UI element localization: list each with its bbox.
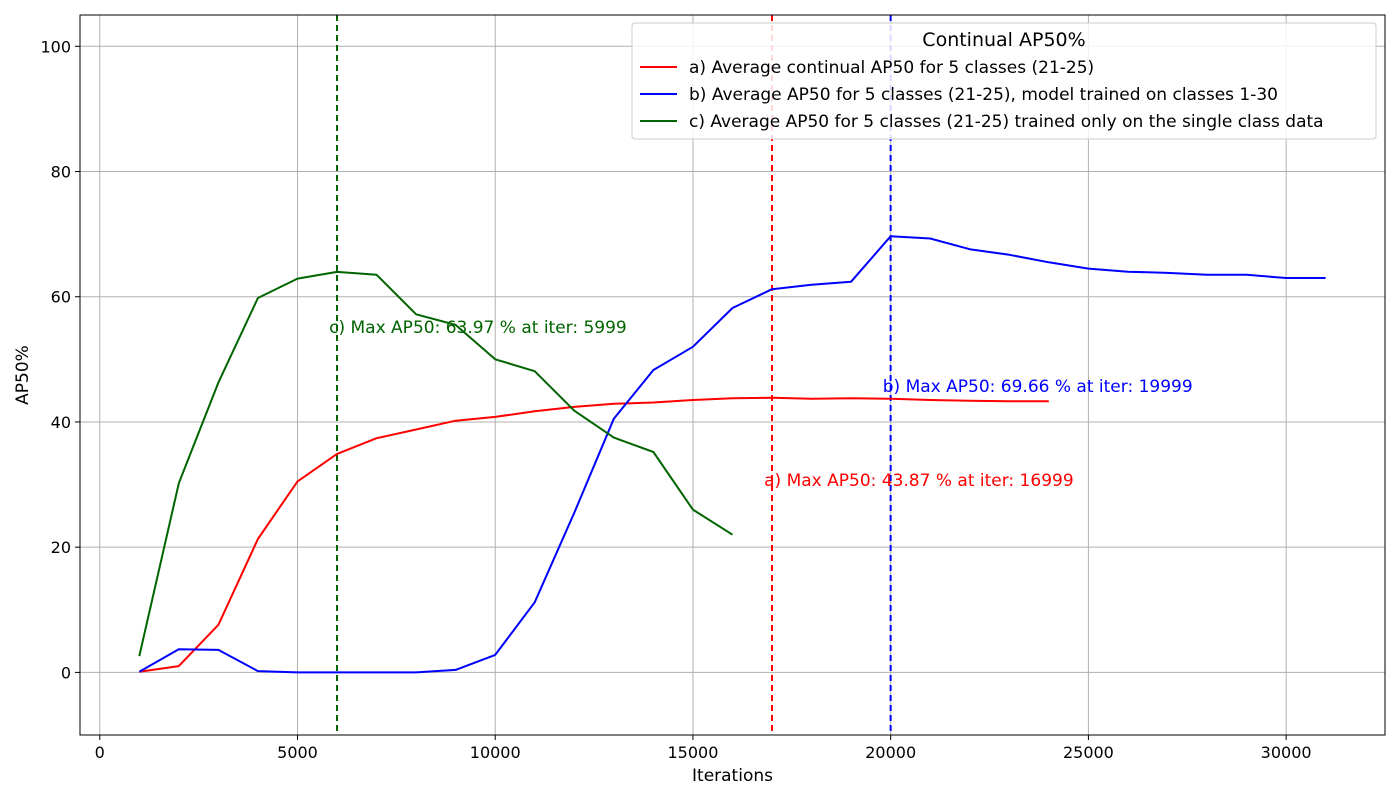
- x-tick-label: 30000: [1261, 743, 1312, 762]
- legend-entry-label: b) Average AP50 for 5 classes (21-25), m…: [689, 85, 1278, 105]
- legend-title: Continual AP50%: [922, 29, 1085, 51]
- series-line-a: [139, 396, 1049, 673]
- x-tick-label: 5000: [277, 743, 318, 762]
- legend-items: a) Average continual AP50 for 5 classes …: [640, 58, 1324, 132]
- max-annotation: c) Max AP50: 63.97 % at iter: 5999: [329, 318, 627, 338]
- x-tick-label: 15000: [668, 743, 719, 762]
- x-tick-label: 0: [95, 743, 105, 762]
- x-tick-label: 10000: [470, 743, 521, 762]
- legend: Continual AP50% a) Average continual AP5…: [631, 22, 1377, 140]
- x-axis-label: Iterations: [692, 766, 773, 786]
- legend-entry-label: c) Average AP50 for 5 classes (21-25) tr…: [689, 112, 1324, 132]
- y-tick-label: 80: [51, 163, 71, 182]
- y-axis-label: AP50%: [13, 345, 33, 405]
- legend-box: [631, 22, 1377, 140]
- series-line-c: [138, 270, 734, 657]
- max-annotation: b) Max AP50: 69.66 % at iter: 19999: [883, 377, 1193, 397]
- y-axis-ticks: 0 20 40 60 80 100: [40, 37, 80, 682]
- y-tick-label: 100: [40, 37, 71, 56]
- annotations: c) Max AP50: 63.97 % at iter: 5999 b) Max…: [329, 318, 1193, 491]
- x-tick-label: 25000: [1063, 743, 1114, 762]
- y-tick-label: 20: [51, 538, 71, 557]
- legend-entry-label: a) Average continual AP50 for 5 classes …: [689, 58, 1094, 78]
- x-axis-ticks: 0 5000 10000 15000 20000 25000 30000: [95, 735, 1312, 762]
- series-lines: [138, 235, 1326, 674]
- plot-frame: [79, 14, 1386, 736]
- y-tick-label: 60: [51, 288, 71, 307]
- y-tick-label: 40: [51, 413, 71, 432]
- x-tick-label: 20000: [865, 743, 916, 762]
- y-tick-label: 0: [61, 663, 71, 682]
- series-line-b: [138, 235, 1326, 674]
- max-annotation: a) Max AP50: 43.87 % at iter: 16999: [764, 471, 1074, 491]
